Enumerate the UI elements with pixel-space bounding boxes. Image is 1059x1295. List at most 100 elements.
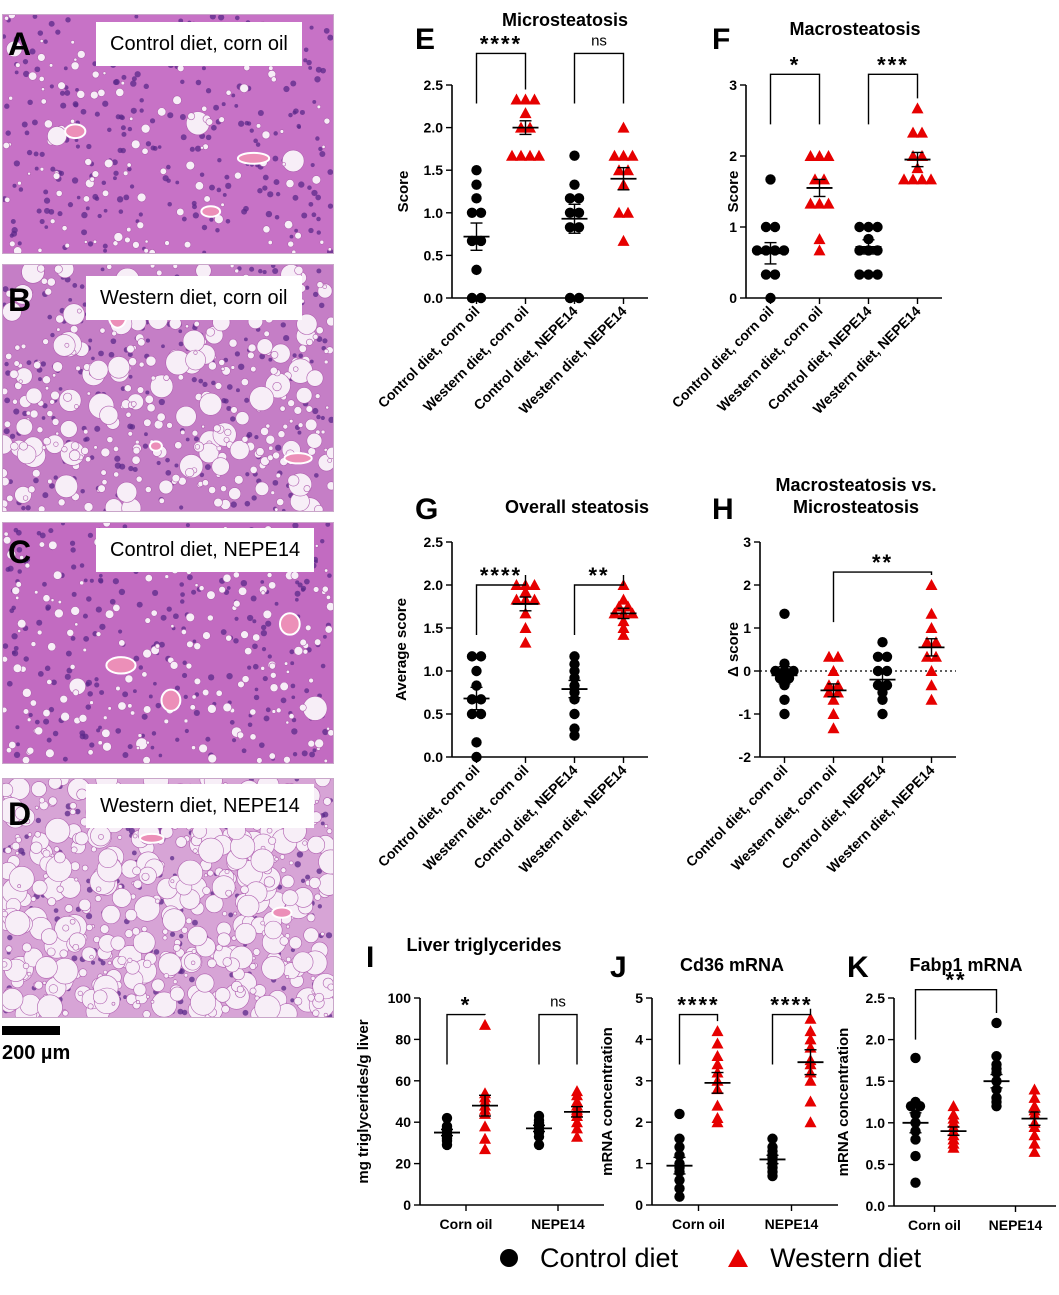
- nucleus: [320, 538, 325, 544]
- lipid-vacuole: [225, 634, 233, 642]
- nucleus: [308, 65, 313, 70]
- nucleus: [257, 109, 264, 116]
- lipid-vacuole: [241, 435, 249, 443]
- vessel: [283, 452, 313, 465]
- nucleus: [178, 341, 184, 347]
- lipid-vacuole: [3, 387, 9, 396]
- nucleus: [43, 207, 51, 214]
- nucleus: [260, 624, 267, 631]
- lipid-vacuole: [220, 202, 225, 207]
- lipid-vacuole: [30, 641, 37, 647]
- lipid-vacuole: [285, 669, 290, 674]
- nucleus: [262, 174, 269, 181]
- lipid-vacuole: [38, 76, 45, 82]
- lipid-vacuole: [201, 479, 209, 487]
- lipid-vacuole: [220, 485, 227, 493]
- y-tick-label: 0.0: [424, 749, 444, 765]
- nucleus: [142, 443, 149, 449]
- lipid-vacuole: [3, 141, 10, 150]
- lipid-vacuole: [284, 220, 294, 230]
- nucleus: [36, 530, 42, 536]
- lipid-vacuole: [321, 585, 329, 593]
- nucleus: [185, 437, 190, 442]
- data-point-control: [765, 174, 776, 185]
- lipid-vacuole: [6, 549, 17, 560]
- lipid-vacuole: [193, 642, 202, 650]
- significance-label: **: [872, 550, 893, 575]
- nucleus: [181, 216, 187, 222]
- lipid-vacuole: [186, 640, 194, 648]
- nucleus: [15, 742, 20, 747]
- lipid-vacuole: [203, 195, 211, 203]
- nucleus: [13, 645, 19, 651]
- lipid-vacuole: [183, 718, 189, 724]
- lipid-vacuole: [3, 301, 22, 322]
- lipid-vacuole: [42, 375, 51, 385]
- lipid-vacuole: [140, 123, 151, 134]
- nucleus: [71, 564, 77, 570]
- data-point-western: [925, 579, 938, 590]
- data-point-control: [569, 150, 580, 161]
- nucleus: [245, 472, 250, 477]
- lipid-vacuole: [229, 265, 235, 269]
- data-point-control: [765, 292, 776, 304]
- lipid-vacuole: [189, 704, 196, 711]
- lipid-vacuole: [228, 487, 242, 501]
- vessel: [148, 440, 163, 452]
- data-point-control: [471, 179, 482, 190]
- lipid-vacuole: [100, 469, 107, 476]
- nucleus: [113, 170, 119, 176]
- data-point-control: [569, 723, 580, 734]
- nucleus: [241, 208, 248, 215]
- nucleus: [100, 267, 105, 272]
- nucleus: [43, 197, 51, 204]
- y-tick-label: 2.5: [866, 990, 886, 1006]
- lipid-vacuole: [213, 497, 223, 508]
- legend: Control diet Western diet: [500, 1236, 971, 1280]
- nucleus: [202, 381, 208, 388]
- y-tick-label: 4: [635, 1031, 643, 1047]
- lipid-vacuole: [143, 705, 152, 714]
- nucleus: [158, 753, 163, 758]
- y-tick-label: 0.0: [866, 1198, 886, 1214]
- lipid-vacuole: [240, 378, 249, 387]
- nucleus: [241, 748, 247, 754]
- data-point-western: [617, 234, 630, 246]
- lipid-vacuole: [222, 573, 232, 583]
- nucleus: [262, 676, 268, 682]
- nucleus: [22, 59, 29, 65]
- lipid-vacuole: [316, 281, 324, 289]
- lipid-vacuole: [249, 465, 258, 474]
- nucleus: [129, 184, 135, 189]
- lipid-vacuole: [288, 713, 295, 720]
- nucleus: [33, 477, 39, 484]
- panel-letter: K: [847, 951, 869, 984]
- lipid-vacuole: [131, 139, 141, 150]
- x-tick-label: NEPE14: [989, 1217, 1043, 1230]
- lipid-vacuole: [187, 112, 196, 121]
- nucleus: [308, 201, 314, 207]
- data-point-control: [881, 679, 893, 691]
- y-tick-label: 2.0: [424, 120, 444, 136]
- nucleus: [130, 80, 137, 87]
- nucleus: [68, 297, 73, 302]
- lipid-vacuole: [216, 445, 222, 452]
- nucleus: [145, 338, 150, 343]
- lipid-vacuole: [64, 342, 70, 348]
- nucleus: [99, 690, 105, 696]
- nucleus: [144, 432, 148, 437]
- lipid-vacuole: [101, 479, 108, 486]
- nucleus: [44, 225, 49, 229]
- lipid-vacuole: [154, 643, 161, 649]
- lipid-vacuole: [270, 672, 277, 679]
- lipid-vacuole: [150, 609, 158, 617]
- nucleus: [4, 103, 10, 109]
- nucleus: [303, 47, 309, 53]
- lipid-vacuole: [9, 240, 16, 247]
- lipid-vacuole: [82, 647, 87, 653]
- nucleus: [134, 15, 139, 19]
- nucleus: [64, 673, 71, 680]
- y-tick-label: -2: [739, 749, 752, 765]
- lipid-vacuole: [57, 498, 66, 507]
